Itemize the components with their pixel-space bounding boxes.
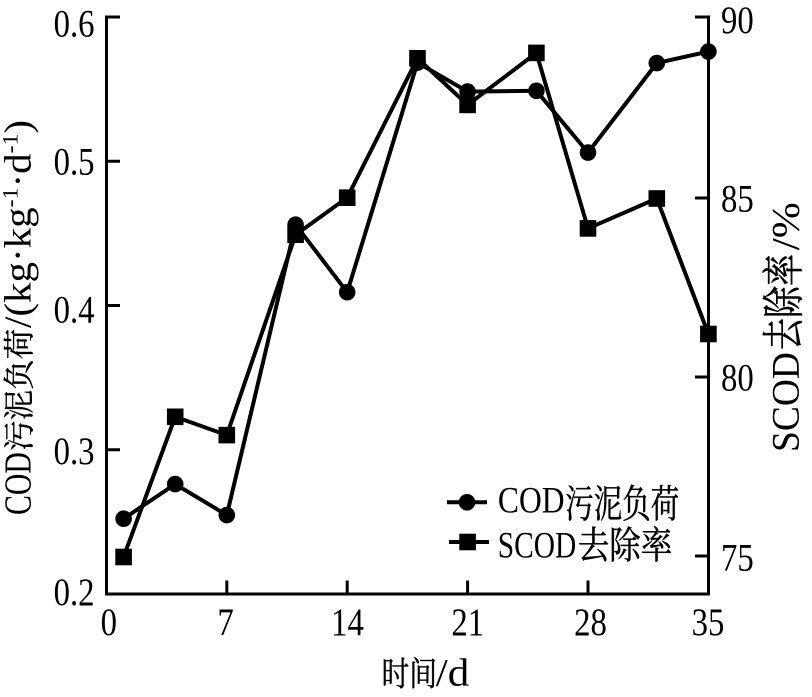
svg-text:35: 35 <box>692 600 725 643</box>
svg-text:/d: /d <box>436 652 470 695</box>
svg-text:0.4: 0.4 <box>54 288 95 331</box>
svg-text:/(kg·kg-1·d-1): /(kg·kg-1·d-1) <box>0 120 39 328</box>
svg-text:0: 0 <box>101 600 117 643</box>
svg-text:/%: /% <box>765 202 808 250</box>
svg-text:21: 21 <box>451 600 484 643</box>
svg-text:0.2: 0.2 <box>54 570 95 613</box>
svg-text:85: 85 <box>721 177 754 220</box>
svg-text:0.5: 0.5 <box>54 140 95 183</box>
svg-text:COD: COD <box>498 480 565 521</box>
svg-text:SCOD: SCOD <box>765 352 808 452</box>
svg-text:COD: COD <box>0 452 39 515</box>
svg-text:7: 7 <box>217 600 233 643</box>
svg-text:14: 14 <box>331 600 364 643</box>
svg-text:28: 28 <box>574 600 607 643</box>
svg-text:SCOD: SCOD <box>498 525 577 566</box>
svg-text:75: 75 <box>721 536 754 579</box>
svg-text:0.3: 0.3 <box>54 429 95 472</box>
svg-text:80: 80 <box>721 356 754 399</box>
svg-text:0.6: 0.6 <box>54 2 95 45</box>
svg-text:90: 90 <box>721 0 754 42</box>
